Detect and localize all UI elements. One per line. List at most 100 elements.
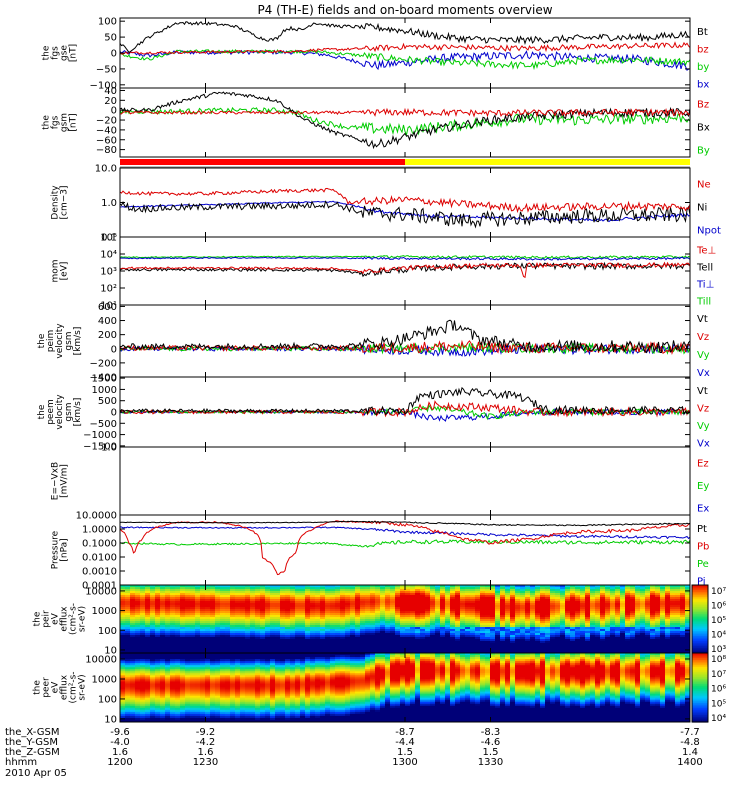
- heatmap-cell: [125, 639, 131, 642]
- heatmap-cell: [255, 621, 261, 624]
- heatmap-cell: [395, 649, 401, 652]
- heatmap-cell: [165, 605, 171, 608]
- heatmap-cell: [565, 595, 571, 598]
- heatmap-cell: [175, 607, 181, 610]
- heatmap-cell: [675, 595, 681, 598]
- heatmap-cell: [315, 585, 321, 588]
- heatmap-cell: [185, 703, 191, 707]
- heatmap-cell: [275, 603, 281, 606]
- heatmap-cell: [135, 663, 141, 666]
- heatmap-cell: [265, 649, 271, 652]
- heatmap-cell: [630, 601, 636, 604]
- heatmap-cell: [270, 587, 276, 590]
- heatmap-cell: [335, 593, 341, 596]
- heatmap-cell: [140, 619, 146, 622]
- heatmap-cell: [215, 631, 221, 634]
- heatmap-cell: [500, 599, 506, 602]
- heatmap-cell: [135, 711, 141, 715]
- heatmap-cell: [270, 613, 276, 616]
- heatmap-cell: [230, 609, 236, 612]
- heatmap-cell: [585, 641, 591, 644]
- heatmap-cell: [565, 617, 571, 620]
- heatmap-cell: [400, 621, 406, 624]
- heatmap-cell: [150, 585, 156, 588]
- heatmap-cell: [205, 713, 211, 717]
- heatmap-cell: [145, 659, 151, 662]
- heatmap-cell: [155, 631, 161, 634]
- heatmap-cell: [475, 599, 481, 602]
- heatmap-cell: [515, 635, 521, 638]
- heatmap-cell: [510, 605, 516, 608]
- heatmap-cell: [240, 649, 246, 652]
- heatmap-cell: [205, 613, 211, 616]
- heatmap-cell: [180, 673, 186, 676]
- heatmap-cell: [545, 611, 551, 614]
- heatmap-cell: [475, 647, 481, 650]
- heatmap-cell: [505, 627, 511, 630]
- heatmap-cell: [300, 649, 306, 652]
- heatmap-cell: [615, 601, 621, 604]
- heatmap-cell: [170, 587, 176, 590]
- heatmap-cell: [205, 621, 211, 624]
- heatmap-cell: [580, 607, 586, 610]
- heatmap-cell: [385, 637, 391, 640]
- heatmap-cell: [225, 597, 231, 600]
- heatmap-cell: [375, 611, 381, 614]
- heatmap-cell: [545, 633, 551, 636]
- heatmap-cell: [495, 603, 501, 606]
- heatmap-cell: [540, 631, 546, 634]
- heatmap-cell: [165, 589, 171, 592]
- heatmap-cell: [580, 637, 586, 640]
- heatmap-cell: [440, 593, 446, 596]
- heatmap-cell: [170, 671, 176, 674]
- heatmap-cell: [600, 625, 606, 628]
- heatmap-cell: [485, 629, 491, 632]
- heatmap-cell: [120, 627, 126, 630]
- heatmap-cell: [570, 601, 576, 604]
- heatmap-cell: [130, 661, 136, 664]
- heatmap-cell: [445, 615, 451, 618]
- heatmap-cell: [295, 611, 301, 614]
- heatmap-cell: [535, 639, 541, 642]
- heatmap-cell: [595, 629, 601, 632]
- heatmap-cell: [285, 643, 291, 646]
- heatmap-cell: [560, 599, 566, 602]
- y-tick-label: 10¹: [100, 301, 117, 312]
- heatmap-cell: [400, 597, 406, 600]
- colorbar-step: [692, 632, 708, 635]
- heatmap-cell: [155, 677, 161, 680]
- heatmap-cell: [280, 647, 286, 650]
- heatmap-cell: [155, 625, 161, 628]
- y-tick-label: −60: [96, 135, 117, 146]
- heatmap-cell: [155, 653, 161, 656]
- heatmap-cell: [280, 601, 286, 604]
- heatmap-cell: [435, 611, 441, 614]
- heatmap-cell: [605, 595, 611, 598]
- heatmap-cell: [645, 645, 651, 648]
- heatmap-cell: [495, 589, 501, 592]
- heatmap-cell: [570, 639, 576, 642]
- heatmap-cell: [390, 649, 396, 652]
- heatmap-cell: [210, 673, 216, 676]
- heatmap-cell: [175, 719, 181, 722]
- heatmap-cell: [130, 717, 136, 721]
- heatmap-cell: [300, 633, 306, 636]
- heatmap-cell: [205, 671, 211, 674]
- heatmap-cell: [590, 651, 596, 653]
- heatmap-cell: [185, 605, 191, 608]
- heatmap-cell: [260, 651, 266, 653]
- heatmap-cell: [560, 639, 566, 642]
- heatmap-cell: [565, 627, 571, 630]
- heatmap-cell: [470, 593, 476, 596]
- heatmap-cell: [370, 585, 376, 588]
- heatmap-cell: [415, 651, 421, 653]
- heatmap-cell: [370, 627, 376, 630]
- heatmap-cell: [330, 623, 336, 626]
- heatmap-cell: [235, 651, 241, 653]
- heatmap-cell: [140, 703, 146, 707]
- heatmap-cell: [635, 631, 641, 634]
- heatmap-cell: [430, 601, 436, 604]
- heatmap-cell: [290, 587, 296, 590]
- y-axis-label: the: [33, 611, 43, 626]
- heatmap-cell: [165, 661, 171, 664]
